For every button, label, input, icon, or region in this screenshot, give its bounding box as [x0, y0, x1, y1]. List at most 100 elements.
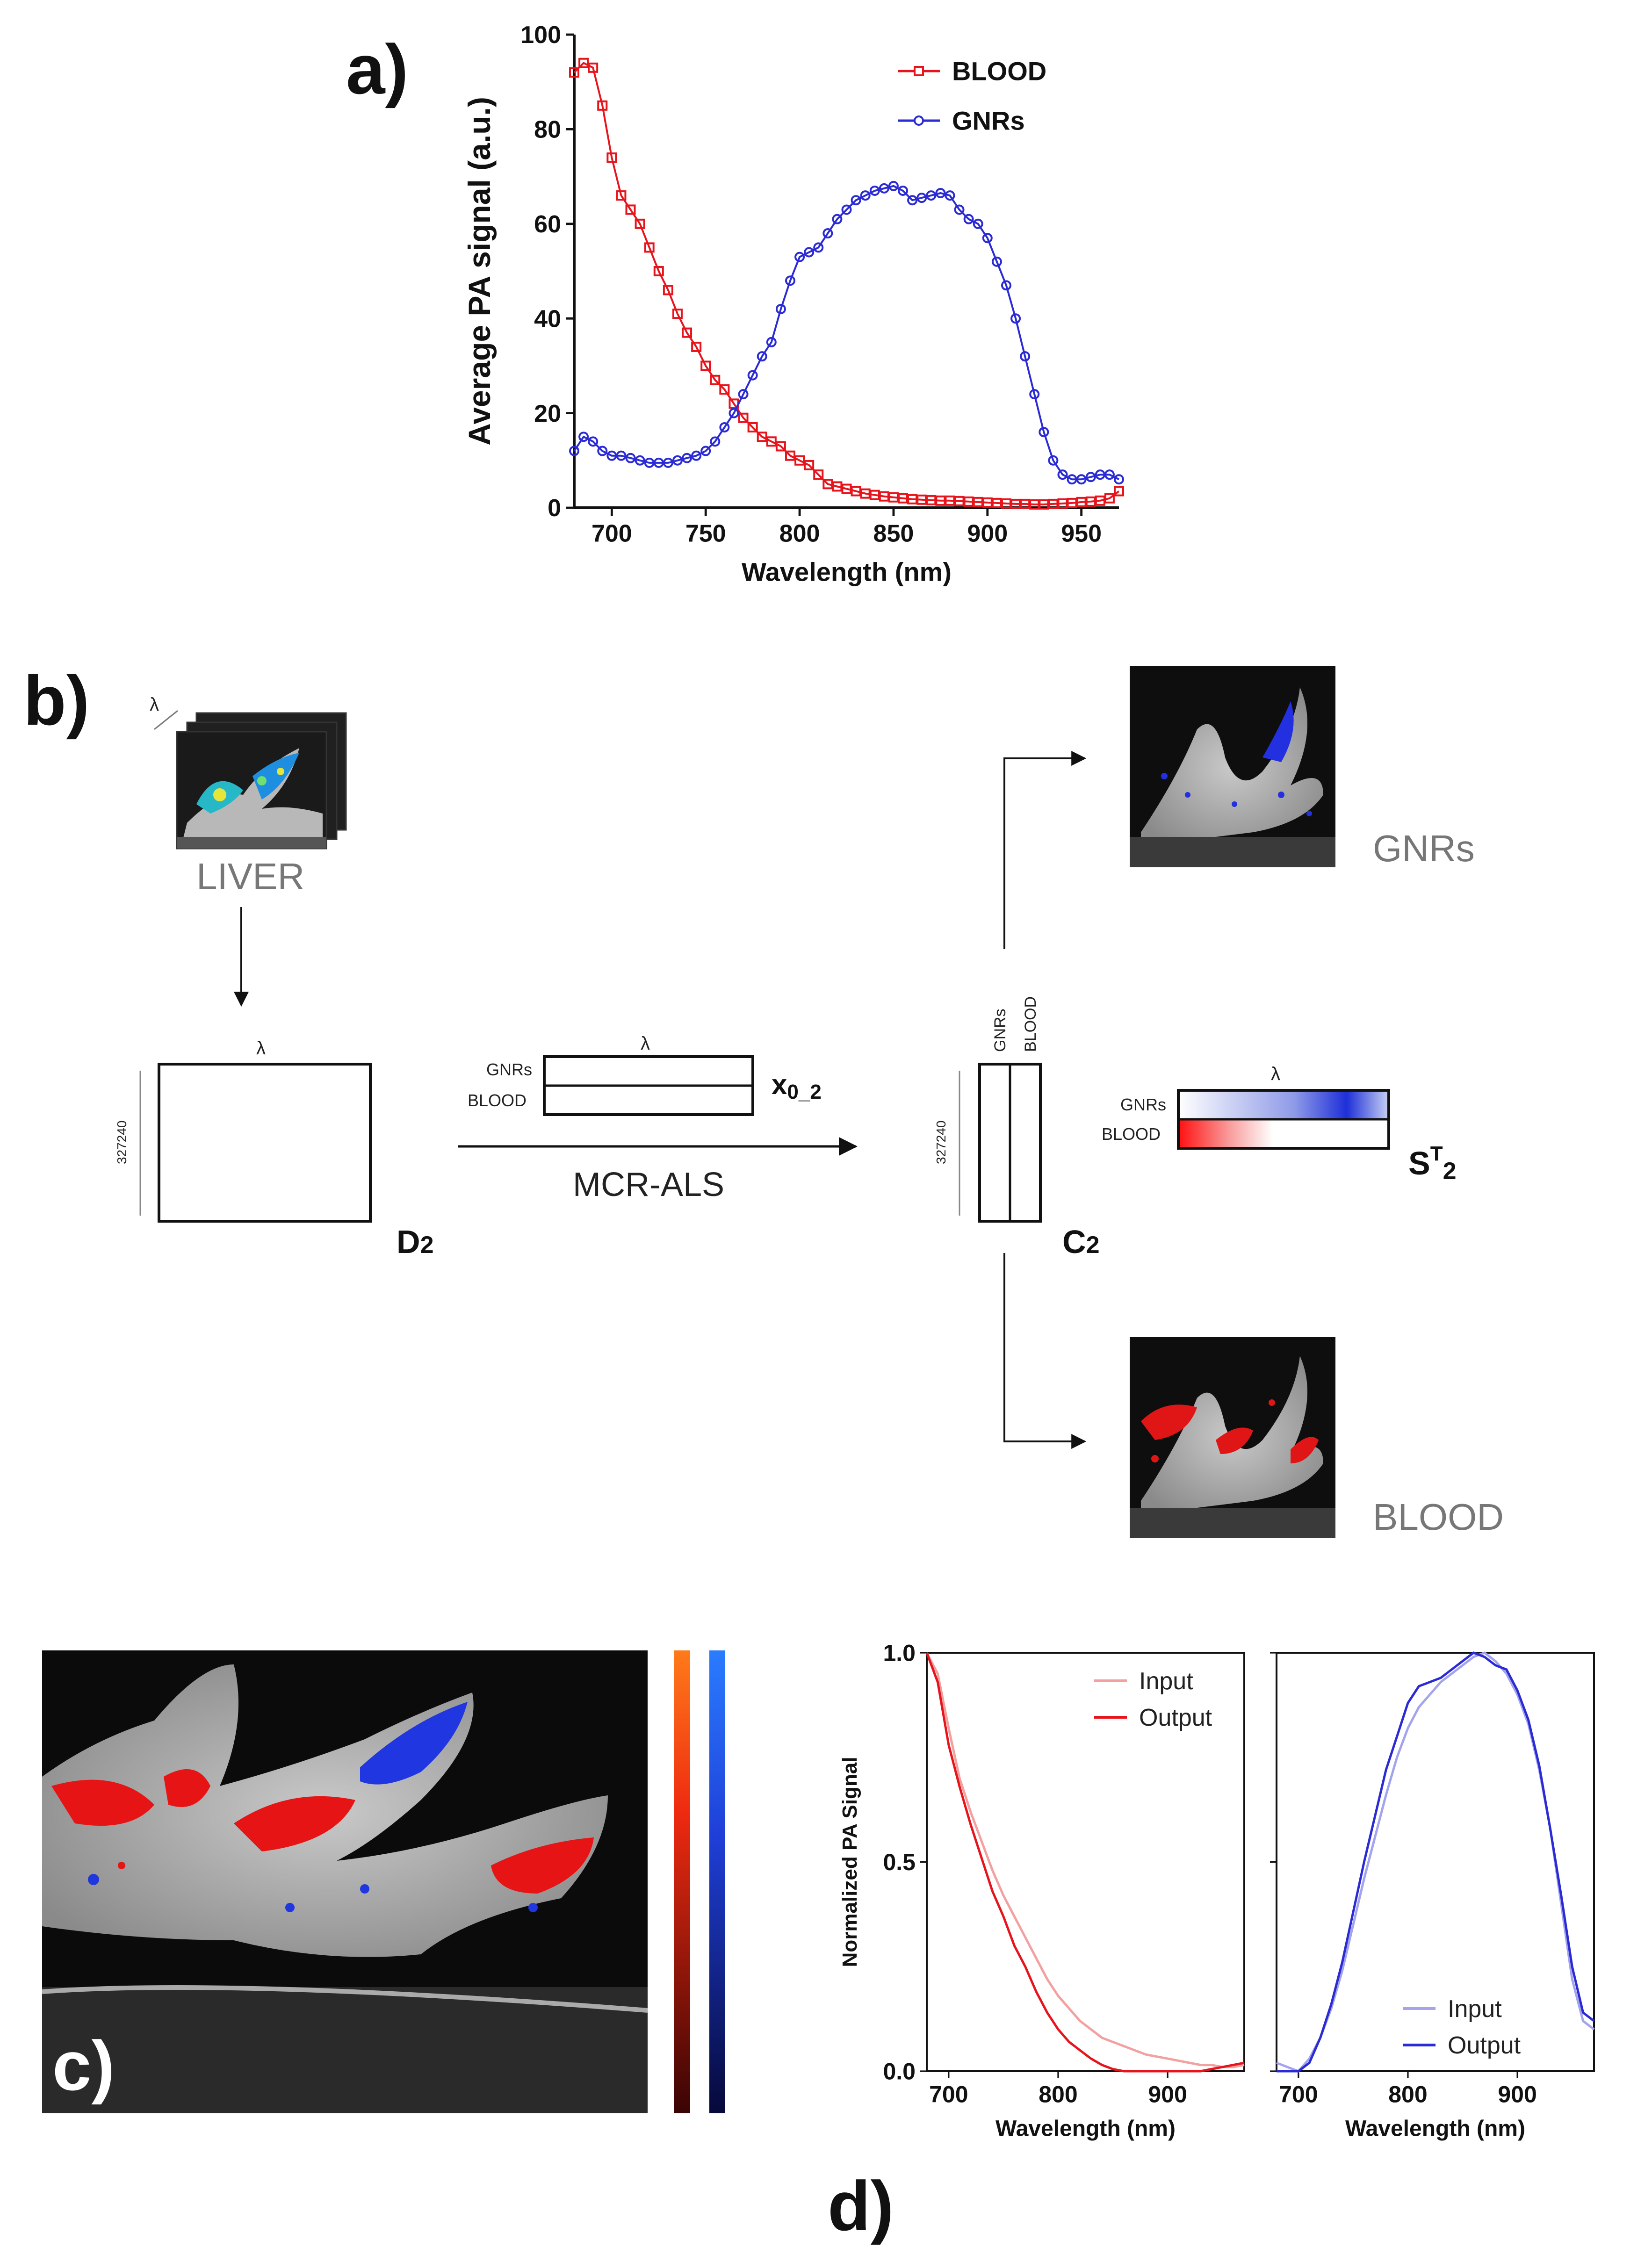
- panel-a-spectra-point-blood: [841, 483, 852, 494]
- st-lambda-label: λ: [1271, 1064, 1280, 1084]
- panel-a-spectra-point-blood: [719, 384, 730, 395]
- panel-a-spectra-point-gnrs: [569, 446, 579, 456]
- panel-a-spectra-point-gnrs: [963, 214, 974, 224]
- panel-a-spectra-point-blood: [747, 422, 758, 432]
- panel-a-spectra-point-blood: [916, 494, 927, 505]
- panel-a-spectra-point-gnrs: [945, 190, 955, 201]
- panel-a-spectra-point-gnrs: [851, 195, 861, 206]
- panel-a-spectra-point-gnrs: [1048, 455, 1059, 466]
- panel-a-spectra-xtick-label: 800: [779, 520, 820, 547]
- panel-a-spectra-xtick-label: 850: [873, 520, 914, 547]
- panel-a-spectra-legend-label-gnrs: GNRs: [952, 106, 1025, 136]
- panel-a-spectra-ytick-label: 40: [534, 305, 561, 332]
- panel-d-blood-legend-label-output: Output: [1139, 1704, 1212, 1731]
- panel-d-blood-ytick-label: 1.0: [883, 1640, 916, 1666]
- panel-d-blood-ylabel: Normalized PA Signal: [838, 1757, 861, 1967]
- panel-a-spectra-point-blood: [888, 492, 899, 503]
- panel-a-spectra-point-blood: [945, 495, 955, 506]
- panel-a-spectra-point-gnrs: [606, 450, 617, 461]
- panel-a-spectra-point-blood: [822, 479, 833, 490]
- panel-a-spectra-point-blood: [578, 58, 589, 68]
- panel-a-spectra-point-blood: [757, 432, 767, 442]
- panel-a-spectra-point-blood: [1104, 493, 1115, 504]
- panel-a-spectra-point-gnrs: [766, 337, 777, 347]
- panel-a-spectra-point-gnrs: [888, 180, 899, 191]
- gnrs-output-image: [1130, 666, 1335, 867]
- panel-a-spectra-point-blood: [963, 496, 974, 507]
- panel-a-spectra-point-blood: [1039, 499, 1049, 510]
- panel-a-spectra-point-gnrs: [822, 228, 833, 239]
- panel-d-gnrs-series-output-line: [1277, 1651, 1595, 2073]
- c-matrix-label: C2: [1062, 1224, 1099, 1260]
- panel-d-blood-legend-label-input: Input: [1139, 1668, 1193, 1695]
- panel-a-letter: a): [346, 30, 408, 108]
- panel-a-spectra-point-blood: [597, 100, 608, 111]
- panel-a-spectra-legend-marker-gnrs: [914, 115, 924, 126]
- gnrs-colorbar: [709, 1650, 725, 2113]
- panel-a-spectra-point-blood: [935, 495, 946, 506]
- panel-a-spectra-point-gnrs: [775, 303, 786, 314]
- blood-output-image: [1130, 1337, 1335, 1538]
- panel-a-spectra-point-gnrs: [813, 242, 824, 253]
- panel-d-blood-xlabel: Wavelength (nm): [996, 2117, 1176, 2141]
- panel-a-spectra-point-gnrs: [1039, 427, 1049, 438]
- panel-d-gnrs-legend-label-output: Output: [1448, 2032, 1521, 2059]
- panel-a-spectra-point-gnrs: [1001, 280, 1011, 291]
- panel-a-spectra-point-gnrs: [860, 190, 871, 201]
- panel-a-spectra-point-gnrs: [597, 446, 608, 456]
- panel-a-spectra-point-blood: [775, 441, 786, 452]
- liver-image-stack: λ: [150, 694, 347, 850]
- panel-a-spectra-point-gnrs: [1085, 472, 1096, 483]
- panel-d-gnrs-xtick-label: 900: [1498, 2081, 1537, 2108]
- panel-a-spectra-point-blood: [907, 494, 918, 504]
- c-col-gnrs: GNRs: [991, 1008, 1009, 1052]
- panel-a-spectra-ytick-label: 20: [534, 400, 561, 427]
- to-gnrs-arrow: [1003, 751, 1087, 949]
- panel-d-blood-xtick-label: 700: [929, 2081, 968, 2108]
- panel-a-spectra-point-blood: [804, 460, 815, 470]
- panel-d-blood-ytick-label: 0.5: [883, 1849, 916, 1875]
- panel-a-spectra-point-blood: [766, 436, 777, 447]
- panel-d-blood-chart: 700 800 900 0.0 0.5 1.0 Wavelength (nm) Normali…: [838, 1640, 1245, 2141]
- panel-a-spectra-point-gnrs: [1114, 474, 1124, 485]
- panel-a-spectra-point-blood: [1076, 497, 1087, 507]
- panel-a-spectra-point-gnrs: [954, 204, 965, 215]
- panel-a-spectra-point-blood: [851, 486, 861, 497]
- panel-a-spectra-point-blood: [1085, 496, 1096, 507]
- panel-a-spectra-xlabel: Wavelength (nm): [742, 557, 952, 587]
- panel-a-spectra-point-gnrs: [832, 214, 843, 224]
- panel-a-spectra-point-blood: [569, 67, 579, 78]
- panel-d-blood-ytick-label: 0.0: [883, 2059, 916, 2085]
- panel-a-spectra-point-blood: [785, 450, 795, 461]
- panel-d-gnrs-xtick-label: 800: [1388, 2081, 1427, 2108]
- panel-a-spectra-point-blood: [616, 190, 627, 201]
- panel-a-spectra-point-gnrs: [1010, 313, 1021, 324]
- panel-a-spectra-series-blood-line: [573, 62, 1120, 505]
- panel-a-spectra-legend-label-blood: BLOOD: [952, 57, 1046, 86]
- panel-d-blood-series-output-line: [925, 1652, 1245, 2073]
- panel-a-spectra-point-blood: [879, 491, 889, 502]
- panel-a-spectra-point-blood: [691, 341, 702, 352]
- panel-a-spectra-point-blood: [1067, 497, 1077, 508]
- panel-a-spectra-point-blood: [588, 62, 599, 73]
- panel-a-spectra-point-blood: [982, 497, 993, 508]
- x0-lambda-label: λ: [641, 1033, 650, 1054]
- panel-a-spectra-xtick-label: 750: [685, 520, 726, 547]
- panel-a-spectra-point-gnrs: [935, 188, 946, 199]
- panel-a-chart: 700 750 800 850 900 950 0 20 40 60 80 100 Wavelength…: [462, 22, 1124, 587]
- blood-colorbar: [674, 1650, 690, 2113]
- panel-a-spectra-point-gnrs: [738, 389, 749, 400]
- liver-lambda-label: λ: [150, 694, 159, 715]
- st-row-blood-bar: [1178, 1119, 1389, 1148]
- panel-a-spectra-xtick-label: 900: [967, 520, 1008, 547]
- panel-a-spectra-point-blood: [738, 412, 749, 423]
- c-col-blood: BLOOD: [1022, 996, 1039, 1052]
- panel-a-spectra-point-gnrs: [1020, 351, 1031, 362]
- x0-row-gnrs: GNRs: [486, 1060, 532, 1079]
- panel-a-spectra-point-blood: [898, 493, 909, 504]
- panel-a-spectra-point-gnrs: [729, 408, 739, 418]
- panel-a-spectra-point-blood: [606, 152, 617, 163]
- panel-a-spectra-point-blood: [700, 360, 711, 371]
- panel-a-spectra-point-blood: [1029, 499, 1040, 510]
- panel-a-spectra-point-gnrs: [804, 247, 815, 258]
